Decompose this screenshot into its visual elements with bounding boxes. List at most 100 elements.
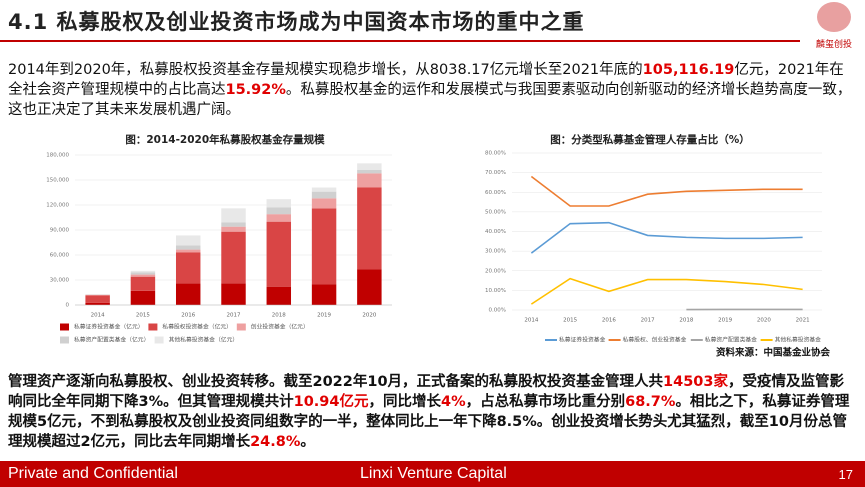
x-tick-label: 2016 <box>602 318 616 324</box>
text: 。相比之下，私募证券管理规模5亿元，不到私募股权及创业投资同组数字的一半，整体同… <box>8 394 850 450</box>
y-tick-label: 0 <box>66 303 70 309</box>
text: 管理资产逐渐向私募股权、创业投资转移。截至2022年10月，正式备案的私募股权投… <box>8 374 664 390</box>
x-tick-label: 2017 <box>641 318 655 324</box>
text: 2014年到2020年，私募股权投资基金存量规模实现稳步增长，从8038.17亿… <box>8 62 643 78</box>
legend-label: 私募股权投资基金（亿元） <box>162 323 232 331</box>
x-tick-label: 2019 <box>317 313 331 319</box>
y-tick-label: 30,000 <box>50 278 70 284</box>
bar-segment <box>266 207 292 215</box>
bar-segment <box>175 235 201 246</box>
bar-segment <box>357 163 382 170</box>
legend-label: 私募股权、创业投资基金 <box>623 336 687 344</box>
legend-swatch <box>236 323 246 331</box>
line-series <box>530 221 803 254</box>
bar-segment <box>175 249 201 253</box>
bar-segment <box>311 187 337 192</box>
line-series <box>530 277 803 305</box>
x-tick-label: 2015 <box>563 318 577 324</box>
bar-segment <box>130 290 156 305</box>
bar-segment <box>130 270 156 273</box>
legend-swatch <box>148 323 158 331</box>
bar-segment <box>130 276 156 291</box>
chart-title: 图：2014-2020年私募股权基金存量规模 <box>125 133 325 146</box>
highlight-text: 10.94亿元 <box>293 394 369 410</box>
bar-segment <box>130 274 156 277</box>
line-series <box>530 175 803 207</box>
x-tick-label: 2017 <box>227 313 241 319</box>
legend-swatch <box>154 336 164 344</box>
y-tick-label: 80.00% <box>485 151 506 157</box>
title-rule <box>0 40 800 42</box>
bar-segment <box>130 272 156 275</box>
intro-paragraph: 2014年到2020年，私募股权投资基金存量规模实现稳步增长，从8038.17亿… <box>8 60 858 120</box>
y-tick-label: 150,000 <box>46 178 69 184</box>
y-tick-label: 30.00% <box>485 249 506 255</box>
bar-segment <box>85 295 110 303</box>
bar-segment <box>311 284 337 305</box>
bar-segment <box>311 191 337 199</box>
y-tick-label: 60,000 <box>50 253 70 259</box>
bar-segment <box>266 286 292 305</box>
y-tick-label: 90,000 <box>50 228 70 234</box>
x-tick-label: 2021 <box>796 318 810 324</box>
bar-segment <box>357 269 382 305</box>
bar-segment <box>221 231 246 284</box>
legend-label: 私募证券投资基金（亿元） <box>74 323 144 331</box>
x-tick-label: 2020 <box>757 318 771 324</box>
footer: Private and Confidential Linxi Venture C… <box>0 461 865 487</box>
logo-text: 麟玺创投 <box>815 40 852 50</box>
legend-swatch <box>60 323 69 331</box>
legend-label: 私募证券投资基金 <box>559 336 606 344</box>
highlight-text: 4% <box>441 394 466 410</box>
bar-segment <box>266 221 292 287</box>
y-tick-label: 70.00% <box>485 170 506 176</box>
bar-segment <box>266 214 292 222</box>
y-tick-label: 60.00% <box>485 190 506 196</box>
y-tick-label: 120,000 <box>46 203 69 209</box>
x-tick-label: 2018 <box>272 313 286 319</box>
text: ，受疫情及监管影响同比全年同期下降3%。但其管理规模共计 <box>8 374 844 410</box>
highlight-text: 68.7% <box>625 394 676 410</box>
highlight-text: 105,116.19 <box>642 62 735 78</box>
x-tick-label: 2018 <box>679 318 693 324</box>
chart-title: 图：分类型私募基金管理人存量占比（%） <box>550 133 750 146</box>
highlight-text: 14503家 <box>663 374 728 390</box>
y-tick-label: 180,000 <box>46 153 69 159</box>
legend-label: 私募资产配置类基金（亿元） <box>74 336 149 344</box>
legend-swatch <box>60 336 69 344</box>
bar-segment <box>85 294 110 296</box>
footer-center: Linxi Venture Capital <box>360 465 507 482</box>
logo: 麟玺创投 <box>809 2 859 50</box>
slide-title: 4.1 私募股权及创业投资市场成为中国资本市场的重中之重 <box>8 10 585 34</box>
bar-segment <box>311 198 337 209</box>
legend-label: 其他私募投资基金 <box>775 336 822 344</box>
y-tick-label: 0.00% <box>489 308 506 314</box>
x-tick-label: 2020 <box>362 313 376 319</box>
x-tick-label: 2016 <box>181 313 195 319</box>
x-tick-label: 2014 <box>524 318 538 324</box>
text: ，同比增长 <box>368 394 442 410</box>
text: 。 <box>300 434 315 450</box>
bar-segment <box>221 283 246 305</box>
bar-segment <box>357 173 382 188</box>
y-tick-label: 40.00% <box>485 229 506 235</box>
bar-segment <box>175 252 201 284</box>
body-paragraph: 管理资产逐渐向私募股权、创业投资转移。截至2022年10月，正式备案的私募股权投… <box>8 372 858 452</box>
legend-label: 其他私募投资基金（亿元） <box>169 336 239 344</box>
bar-segment <box>85 302 110 305</box>
text: 。私募股权基金的运作和发展模式与我国要素驱动向创新驱动的经济增长趋势高度一致，这… <box>8 82 852 118</box>
x-tick-label: 2015 <box>136 313 150 319</box>
text: 亿元，2021年在全社会资产管理规模中的占比高达 <box>8 62 844 98</box>
bar-segment <box>311 208 337 285</box>
page-number: 17 <box>838 467 853 482</box>
legend-label: 创业投资基金（亿元） <box>251 323 309 331</box>
bar-segment <box>357 170 382 174</box>
chart-source: 资料来源：中国基金业协会 <box>716 347 831 359</box>
highlight-text: 24.8% <box>250 434 301 450</box>
bar-segment <box>357 187 382 270</box>
bar-segment <box>175 283 201 305</box>
y-tick-label: 10.00% <box>485 288 506 294</box>
y-tick-label: 20.00% <box>485 268 506 274</box>
